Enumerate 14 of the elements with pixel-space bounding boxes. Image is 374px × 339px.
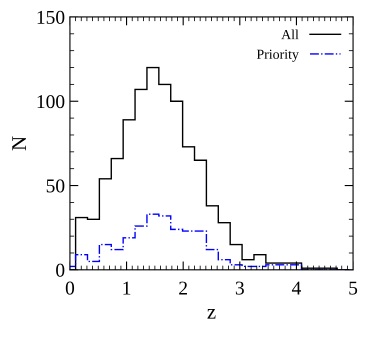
y-tick-label: 50 bbox=[46, 179, 64, 192]
y-tick-label: 0 bbox=[56, 264, 64, 277]
x-tick-label: 5 bbox=[349, 282, 358, 295]
x-tick-label: 1 bbox=[123, 282, 130, 294]
x-axis-title: z bbox=[207, 309, 216, 319]
y-axis-title: N bbox=[12, 136, 26, 150]
y-tick-label: 100 bbox=[38, 95, 64, 108]
legend-label: All bbox=[281, 30, 299, 40]
y-tick-label: 150 bbox=[38, 10, 64, 24]
x-tick-label: 3 bbox=[236, 282, 244, 295]
x-tick-label: 4 bbox=[292, 282, 301, 294]
x-tick-label: 2 bbox=[179, 282, 187, 294]
x-tick-label: 0 bbox=[66, 282, 74, 295]
legend-label: Priority bbox=[256, 50, 299, 62]
